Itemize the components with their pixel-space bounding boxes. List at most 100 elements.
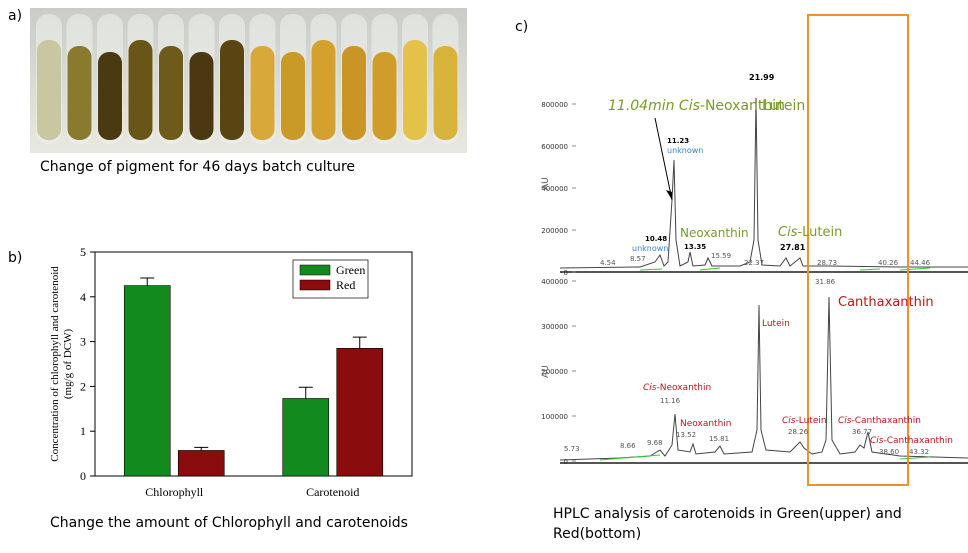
hplc-area (540, 15, 968, 485)
peak-label-part: -Canthaxanthin (851, 416, 920, 426)
peak-label-part: 36.77 (852, 428, 872, 436)
tube-liquid (37, 40, 61, 140)
y-tick-label: 600000 (541, 143, 568, 151)
caption: Change of pigment for 46 days batch cult… (40, 159, 355, 175)
peak-label-part: -Lutein (795, 416, 826, 426)
peak-label-part: 28.73 (817, 259, 837, 267)
photo (30, 8, 467, 153)
peak-label: 15.81 (709, 435, 729, 443)
peak-label: 9.68 (647, 439, 663, 447)
y-tick-label: 4 (80, 290, 86, 304)
tube-liquid (250, 46, 275, 140)
peak-label: 27.81 (780, 243, 806, 252)
peak-label-part: 11.16 (660, 397, 681, 405)
peak-label-part: -Neoxanthin (700, 98, 785, 114)
x-tick-label: Chlorophyll (145, 485, 204, 499)
peak-label-part: 31.86 (815, 278, 836, 286)
legend-swatch (299, 279, 331, 291)
bar (282, 398, 330, 477)
y-tick-label: 3 (80, 335, 86, 349)
panel-label: b) (8, 250, 22, 266)
peak-label-part: unknown (667, 146, 703, 155)
peak-label: Cis-Neoxanthin (643, 383, 711, 393)
legend-box (292, 259, 369, 299)
tube-liquid (128, 40, 153, 140)
y-tick-label: 200000 (541, 227, 568, 235)
y-axis-label: Concentration of chlorophyll and caroten… (49, 266, 74, 462)
legend-swatch (299, 264, 331, 276)
y-axis-label-line: (mg/g of DCW) (62, 329, 74, 400)
peak-label: 11.04min Cis-Neoxanthin (608, 98, 785, 114)
peak-label: 11.23 (667, 137, 689, 145)
peak-label-part: Neoxanthin (680, 226, 749, 240)
peak-label-part: Lutein (762, 98, 805, 114)
y-tick-label: 0 (564, 458, 568, 466)
peak-label-part: 27.81 (780, 243, 806, 252)
y-tick-label: 200000 (541, 368, 568, 376)
peak-label-part: Cis (782, 416, 796, 426)
peak-label: 13.52 (676, 431, 696, 439)
y-tick-label: 2 (80, 379, 86, 393)
peak-label-part: 28.26 (788, 428, 809, 436)
peak-label: unknown (667, 146, 703, 155)
peak-label-part: 38.60 (879, 448, 899, 456)
peak-label-part: Canthaxanthin (838, 295, 934, 310)
tube-liquid (220, 40, 244, 140)
peak-label: Canthaxanthin (838, 295, 934, 310)
peak-label-part: 44.46 (910, 259, 931, 267)
caption: Red(bottom) (553, 526, 641, 542)
peak-label-part: Neoxanthin (680, 419, 731, 429)
peak-label-part: 21.99 (749, 73, 775, 82)
peak-label-part: 5.73 (564, 445, 580, 453)
peak-label: 22.37 (744, 259, 764, 267)
peak-label-part: -Neoxanthin (656, 383, 711, 393)
error-bar (194, 446, 209, 451)
peak-label-part: 15.59 (711, 252, 731, 260)
y-tick-label: 100000 (541, 413, 568, 421)
x-tick-label: Carotenoid (306, 485, 359, 499)
tube-liquid (342, 46, 366, 140)
peak-label: 11.16 (660, 397, 681, 405)
caption: HPLC analysis of carotenoids in Green(up… (553, 506, 902, 522)
caption: Change the amount of Chlorophyll and car… (50, 515, 408, 531)
legend-label: Red (336, 278, 355, 292)
peak-label: 28.26 (788, 428, 809, 436)
y-tick-label: 400000 (541, 185, 568, 193)
peak-label-part: Cis (870, 436, 884, 446)
peak-label-part: 8.66 (620, 442, 636, 450)
axis-label: AU (541, 365, 551, 378)
peak-label: 31.86 (815, 278, 836, 286)
panel-label: a) (8, 8, 22, 24)
integration-marks (599, 267, 931, 461)
y-tick-label: 5 (80, 245, 86, 259)
peak-label-part: 11.04min Cis (608, 98, 700, 114)
peak-label-part: 22.37 (744, 259, 764, 267)
peak-label-part: 13.52 (676, 431, 696, 439)
peak-label-part: Cis (643, 383, 657, 393)
error-bar (352, 336, 367, 349)
y-tick-label: 300000 (541, 323, 568, 331)
y-tick-label: 1 (80, 424, 86, 438)
tube-liquid (403, 40, 427, 140)
peak-label: 36.77 (852, 428, 872, 436)
peak-label-part: -Canthaxanthin (883, 436, 952, 446)
bar (123, 285, 171, 477)
tubes (36, 14, 459, 144)
peak-label-part: 9.68 (647, 439, 663, 447)
y-axis-label-line: Concentration of chlorophyll and caroten… (49, 266, 61, 462)
tube-liquid (281, 52, 305, 140)
peak-label: 5.73 (564, 445, 580, 453)
peak-label: Cis-Canthaxanthin (870, 436, 953, 446)
peak-label: Lutein (762, 319, 790, 329)
panel-label: c) (515, 19, 528, 35)
peak-label-part: 40.26 (878, 259, 899, 267)
peak-label: Neoxanthin (680, 226, 749, 240)
peak-label: Neoxanthin (680, 419, 731, 429)
peak-label-part: 11.23 (667, 137, 689, 145)
y-tick-label: 800000 (541, 101, 568, 109)
peak-label-part: 4.54 (600, 259, 616, 267)
peak-label-part: Lutein (762, 319, 790, 329)
tube-liquid (311, 40, 336, 140)
